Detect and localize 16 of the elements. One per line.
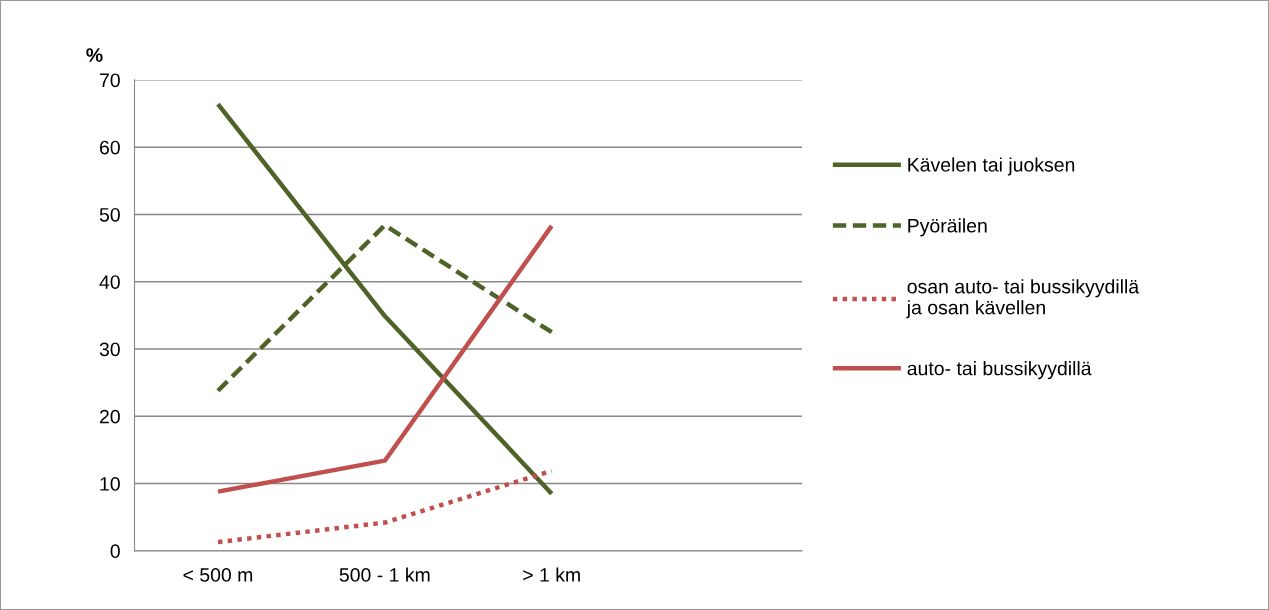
y-tick-label: 70 bbox=[100, 73, 120, 88]
legend-label: auto- tai bussikyydillä bbox=[907, 361, 1092, 380]
y-tick-label: 20 bbox=[99, 409, 120, 424]
y-tick-label: 0 bbox=[110, 544, 120, 559]
y-tick-label: 50 bbox=[99, 207, 120, 222]
y-tick-label: 40 bbox=[99, 275, 120, 289]
x-tick-label: 500 - 1 km bbox=[339, 567, 430, 582]
legend-label: Pyöräilen bbox=[908, 218, 987, 237]
y-axis-title: % bbox=[86, 48, 103, 62]
x-tick-label: > 1 km bbox=[523, 567, 580, 582]
y-tick-label: 60 bbox=[99, 140, 120, 155]
legend-label: osan auto- tai bussikyydillä ja osan kävellen bbox=[906, 279, 1140, 319]
y-tick-label: 10 bbox=[100, 477, 120, 491]
y-tick-label: 30 bbox=[99, 342, 120, 357]
x-tick-label: < 500 m bbox=[183, 568, 253, 582]
legend-label: Kävelen tai juoksen bbox=[908, 157, 1075, 176]
